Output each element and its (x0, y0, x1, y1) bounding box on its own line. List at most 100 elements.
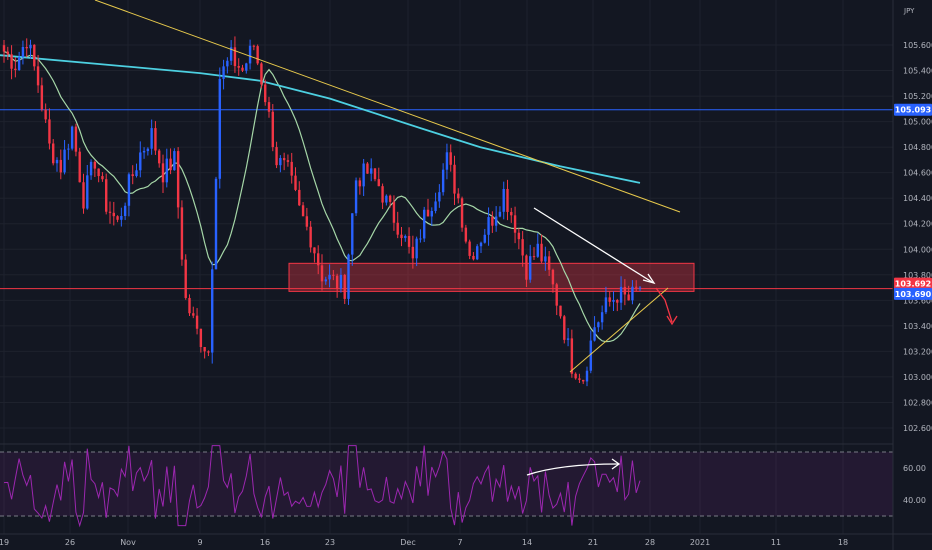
candle-body (464, 227, 468, 242)
price-tick-label: 103.600 (903, 296, 932, 305)
price-tag (894, 277, 932, 290)
price-tag-label: 105.093 (895, 106, 931, 115)
candle-body (233, 47, 237, 67)
time-tick-label: 14 (522, 538, 532, 547)
candles (2, 36, 642, 387)
price-axis[interactable]: 105.600 105.400 105.200 105.000 104.800 104.6… (892, 0, 932, 550)
price-tick-label: 105.600 (903, 41, 932, 50)
white-arrowhead-rsi (611, 458, 621, 470)
candle-body (597, 322, 600, 328)
candle-body (271, 111, 274, 148)
ma-fast-line (3, 51, 641, 343)
price-tick-label: 105.400 (903, 67, 932, 76)
candle-body (358, 180, 362, 187)
candle-body (105, 179, 108, 212)
candle-body (154, 128, 157, 151)
candle-body (589, 340, 592, 371)
candle-body (279, 158, 282, 166)
candle-body (631, 286, 634, 301)
candle-body (449, 152, 452, 165)
candle-body (434, 201, 437, 211)
price-tick-label: 103.200 (903, 347, 932, 356)
candle-body (604, 297, 608, 313)
candle-body (29, 44, 32, 49)
white-arrowhead-main (642, 273, 656, 285)
candle-body (48, 119, 51, 144)
candle-body (476, 246, 479, 260)
candle-body (332, 274, 335, 276)
candle-body (328, 274, 331, 280)
candle-body (506, 188, 509, 212)
candle-body (6, 51, 9, 55)
white-arrow-main[interactable] (533, 207, 653, 283)
candle-body (343, 274, 346, 299)
candle-body (578, 378, 581, 380)
descending-trendline[interactable] (94, 0, 681, 213)
drawings (94, 0, 681, 476)
candle-body (245, 63, 248, 71)
candle-body (354, 180, 358, 214)
time-tick-label: 11 (771, 538, 781, 547)
candle-body (207, 351, 210, 353)
candle-body (222, 66, 225, 79)
candle-body (275, 147, 278, 166)
candle-body (373, 168, 377, 180)
candle-body (290, 161, 293, 176)
candle-body (479, 242, 483, 247)
time-tick-label: 7 (457, 538, 462, 547)
candle-body (214, 178, 218, 270)
candle-body (241, 67, 244, 71)
candle-body (2, 45, 6, 52)
candle-body (388, 195, 392, 202)
candle-body (44, 109, 47, 120)
candle-body (320, 265, 324, 282)
time-tick-label: 18 (838, 538, 848, 547)
candle-body (532, 256, 536, 258)
candle-body (317, 253, 320, 266)
candle-body (324, 279, 327, 282)
candle-body (305, 216, 309, 227)
resistance-zone[interactable] (288, 262, 695, 292)
candle-body (362, 163, 365, 187)
candle-body (139, 152, 142, 171)
price-tag (894, 103, 932, 116)
candle-body (366, 163, 369, 174)
price-tick-label: 104.600 (903, 169, 932, 178)
candle-body (184, 259, 187, 298)
candle-body (635, 286, 638, 288)
candle-body (381, 186, 384, 203)
candle-body (252, 45, 256, 47)
time-tick-label: 19 (0, 538, 9, 547)
candle-body (370, 168, 373, 174)
candle-body (582, 379, 585, 382)
candle-body (502, 188, 505, 212)
candle-body (547, 256, 551, 270)
candle-body (404, 235, 407, 239)
candle-body (339, 274, 343, 289)
candle-body (55, 159, 59, 164)
price-tick-label: 105.200 (903, 92, 932, 101)
price-tag-label: 103.690 (895, 290, 932, 299)
time-tick-label: 28 (645, 538, 655, 547)
candle-body (146, 148, 150, 152)
ascending-trendline[interactable] (569, 287, 669, 373)
candle-body (608, 297, 611, 302)
white-arrow-rsi[interactable] (526, 463, 619, 476)
candle-body (33, 44, 36, 67)
candle-body (256, 46, 259, 64)
rsi-panel (0, 443, 893, 528)
time-axis[interactable]: 19 26 Nov 9 16 23 Dec 7 14 21 28 2021 11 18 (0, 533, 932, 547)
rsi-band-fill (0, 452, 893, 516)
red-arrow-down[interactable] (655, 287, 673, 323)
candle-body (396, 222, 399, 235)
candle-body (529, 256, 532, 280)
candle-body (351, 213, 354, 255)
price-tick-label: 104.800 (903, 143, 932, 152)
price-tick-label: 103.800 (903, 271, 932, 280)
candle-body (347, 254, 350, 299)
candle-body (301, 205, 305, 217)
time-tick-label: 23 (325, 538, 335, 547)
candle-body (574, 373, 577, 379)
candle-body (127, 174, 131, 206)
